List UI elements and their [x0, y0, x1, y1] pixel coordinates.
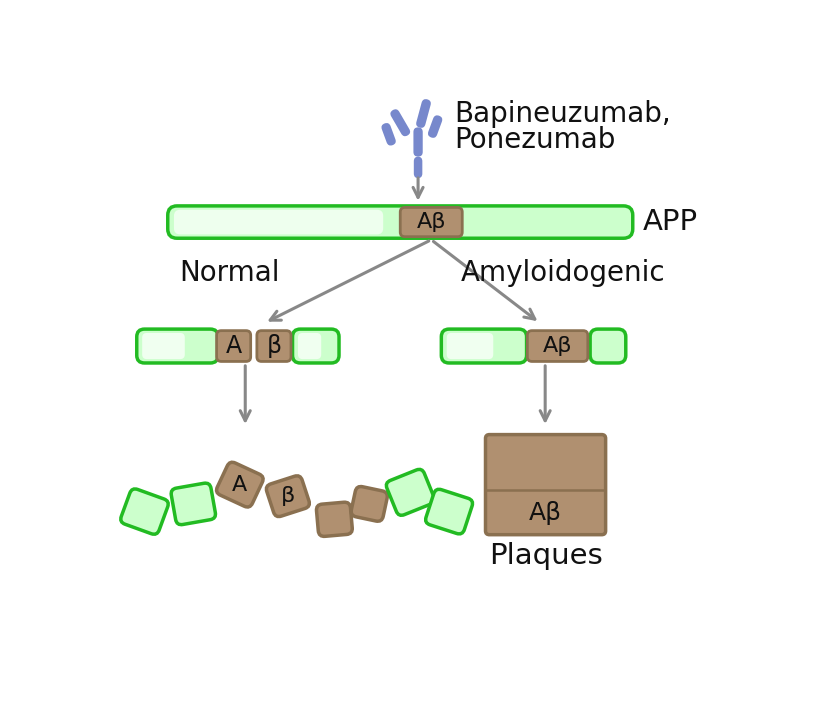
Text: Normal: Normal	[179, 259, 280, 287]
FancyBboxPatch shape	[381, 123, 396, 145]
FancyBboxPatch shape	[121, 489, 168, 534]
FancyBboxPatch shape	[217, 331, 251, 362]
FancyBboxPatch shape	[137, 329, 218, 363]
FancyBboxPatch shape	[416, 99, 431, 128]
FancyBboxPatch shape	[293, 329, 339, 363]
Text: Ponezumab: Ponezumab	[455, 126, 616, 154]
FancyBboxPatch shape	[168, 206, 632, 238]
FancyBboxPatch shape	[171, 483, 215, 524]
FancyBboxPatch shape	[590, 329, 626, 363]
FancyBboxPatch shape	[413, 127, 423, 157]
FancyBboxPatch shape	[425, 489, 473, 534]
Text: β: β	[267, 334, 281, 358]
Text: β: β	[280, 486, 295, 506]
Text: Bapineuzumab,: Bapineuzumab,	[455, 100, 672, 128]
Text: A: A	[226, 334, 242, 358]
Text: Aβ: Aβ	[529, 501, 562, 524]
FancyBboxPatch shape	[527, 331, 588, 362]
FancyBboxPatch shape	[316, 502, 352, 536]
FancyBboxPatch shape	[174, 210, 383, 234]
FancyBboxPatch shape	[414, 157, 422, 178]
FancyBboxPatch shape	[267, 476, 310, 517]
Text: Amyloidogenic: Amyloidogenic	[460, 259, 665, 287]
FancyBboxPatch shape	[390, 110, 410, 136]
FancyBboxPatch shape	[217, 462, 263, 507]
Text: Aβ: Aβ	[416, 212, 446, 232]
FancyBboxPatch shape	[298, 333, 321, 359]
Text: APP: APP	[643, 208, 698, 236]
FancyBboxPatch shape	[442, 329, 526, 363]
FancyBboxPatch shape	[351, 486, 387, 522]
FancyBboxPatch shape	[428, 115, 443, 138]
FancyBboxPatch shape	[142, 333, 185, 359]
FancyBboxPatch shape	[400, 207, 462, 237]
Text: A: A	[232, 475, 248, 495]
FancyBboxPatch shape	[486, 435, 606, 535]
Text: Aβ: Aβ	[543, 336, 572, 356]
FancyBboxPatch shape	[257, 331, 291, 362]
FancyBboxPatch shape	[447, 333, 493, 359]
Text: Plaques: Plaques	[489, 542, 602, 570]
FancyBboxPatch shape	[386, 470, 434, 515]
